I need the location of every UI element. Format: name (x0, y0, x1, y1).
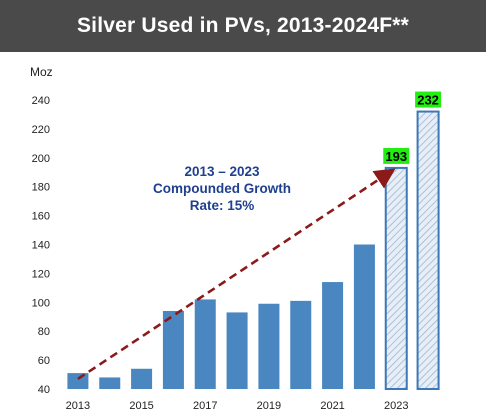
bar (99, 377, 121, 389)
x-tick-label: 2017 (193, 400, 217, 411)
x-tick-label: 2019 (257, 400, 281, 411)
forecast-bar (384, 166, 408, 390)
y-tick-label: 180 (32, 182, 50, 194)
y-tick-label: 80 (38, 326, 50, 338)
svg-text:232: 232 (417, 93, 439, 108)
bar (162, 310, 184, 389)
bar (131, 368, 153, 389)
trend-arrow (77, 168, 396, 380)
forecast-bar (416, 110, 440, 390)
y-axis-label: Moz (30, 65, 53, 79)
chart-title: Silver Used in PVs, 2013-2024F** (76, 14, 410, 37)
x-tick-label: 2021 (320, 400, 344, 411)
y-tick-label: 120 (32, 268, 50, 280)
bar (290, 300, 312, 389)
bar (226, 312, 248, 389)
svg-text:193: 193 (385, 149, 407, 164)
y-tick-label: 60 (38, 355, 50, 367)
annotation-line-1: 2013 – 2023 (184, 164, 260, 179)
data-label: 232 (415, 91, 442, 108)
y-tick-label: 240 (32, 95, 50, 107)
x-tick-label: 2015 (129, 400, 153, 411)
y-tick-label: 160 (32, 211, 50, 223)
bar (353, 244, 375, 389)
bar (322, 282, 344, 389)
data-label: 193 (383, 147, 410, 164)
y-tick-label: 40 (38, 384, 50, 396)
annotation-line-2: Compounded Growth (153, 181, 291, 196)
annotation-line-3: Rate: 15% (190, 198, 255, 213)
chart: Moz 40 60 80 100 120 140 160 180 200 220 240 2013 2… (30, 65, 442, 411)
y-tick-label: 140 (32, 240, 50, 252)
y-tick-label: 200 (32, 153, 50, 165)
y-tick-label: 100 (32, 297, 50, 309)
y-tick-label: 220 (32, 124, 50, 136)
bar (258, 303, 280, 389)
bar (67, 373, 89, 389)
bar (194, 299, 216, 389)
chart-title-bar: Silver Used in PVs, 2013-2024F** (0, 0, 486, 52)
x-tick-label: 2023 (384, 400, 408, 411)
x-tick-label: 2013 (66, 400, 90, 411)
